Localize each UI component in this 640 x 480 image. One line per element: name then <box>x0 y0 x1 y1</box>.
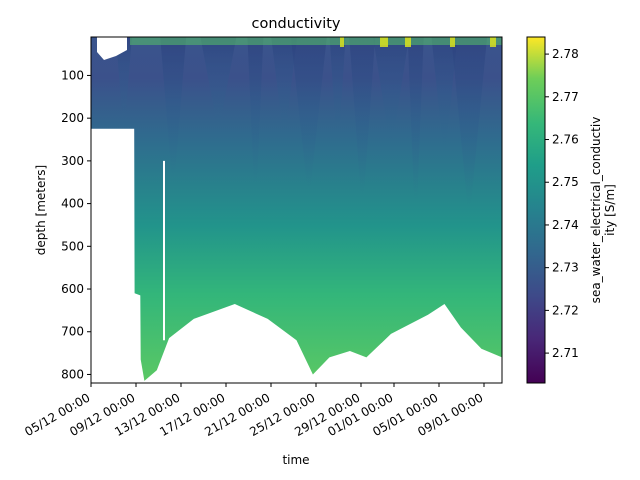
colorbar-label: sea_water_electrical_conductivity [S/m] <box>589 117 617 304</box>
colorbar-tick-label: 2.78 <box>552 47 579 61</box>
data-gap <box>163 160 165 341</box>
colorbar-tick-label: 2.73 <box>552 261 579 275</box>
y-tick-label: 600 <box>61 282 84 296</box>
streak <box>407 37 424 201</box>
streak <box>373 37 410 143</box>
colorbar-tick-label: 2.72 <box>552 303 579 317</box>
colorbar <box>526 36 546 384</box>
streak <box>290 37 327 189</box>
y-tick-label: 700 <box>61 325 84 339</box>
high-conductivity-patch <box>340 37 344 47</box>
y-tick-label: 400 <box>61 197 84 211</box>
heatmap-area <box>91 37 502 381</box>
colorbar-tick-label: 2.75 <box>552 175 579 189</box>
high-conductivity-patch <box>380 37 388 47</box>
streak <box>200 37 237 125</box>
y-axis: 100 200 300 400 500 600 700 800 <box>61 68 91 381</box>
streak <box>271 37 298 131</box>
y-tick-label: 800 <box>61 367 84 381</box>
colorbar-tick-label: 2.74 <box>552 218 579 232</box>
plot-frame <box>90 36 503 384</box>
colorbar-tick-label: 2.77 <box>552 90 579 104</box>
streak <box>247 37 264 183</box>
colorbar-label-line: sea_water_electrical_conductiv <box>589 117 603 304</box>
streak <box>451 37 488 207</box>
data-field <box>91 37 502 381</box>
y-tick-label: 500 <box>61 239 84 253</box>
high-conductivity-patch <box>405 37 411 47</box>
x-axis-label: time <box>282 453 309 467</box>
streak <box>431 37 458 149</box>
streak <box>115 37 132 119</box>
y-tick-label: 200 <box>61 111 84 125</box>
streak <box>329 37 346 137</box>
colorbar-tick-label: 2.76 <box>552 133 579 147</box>
streak <box>160 37 187 177</box>
surface-band <box>130 37 502 45</box>
y-axis-label: depth [meters] <box>34 165 48 255</box>
colorbar-axis: 2.71 2.72 2.73 2.74 2.75 2.76 2.77 2.78 <box>545 47 579 360</box>
high-conductivity-patch <box>450 37 455 47</box>
y-tick-label: 100 <box>61 68 84 82</box>
chart-title: conductivity <box>252 16 341 32</box>
streak <box>349 37 376 195</box>
colorbar-tick-label: 2.71 <box>552 346 579 360</box>
colorbar-label-line: ity [S/m] <box>603 184 617 236</box>
y-tick-label: 300 <box>61 154 84 168</box>
high-conductivity-patch <box>490 37 496 47</box>
data-gap <box>97 37 127 60</box>
